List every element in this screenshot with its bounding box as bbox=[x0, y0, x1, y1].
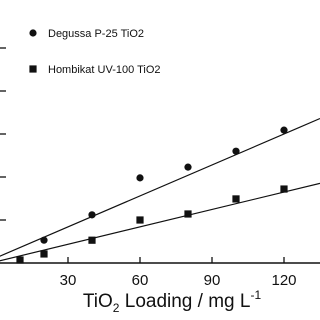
point bbox=[40, 250, 48, 258]
legend-marker bbox=[29, 29, 37, 37]
x-tick-label: 120 bbox=[271, 272, 296, 289]
point bbox=[232, 195, 240, 203]
x-tick-label: 60 bbox=[132, 272, 149, 289]
point bbox=[184, 210, 192, 218]
point bbox=[184, 163, 192, 171]
point bbox=[40, 236, 48, 244]
point bbox=[88, 236, 96, 244]
point bbox=[136, 216, 144, 224]
point bbox=[232, 147, 240, 155]
legend-label: Hombikat UV-100 TiO2 bbox=[48, 64, 161, 76]
fit-line bbox=[0, 182, 320, 262]
x-axis-label: TiO2 Loading / mg L-1 bbox=[83, 288, 262, 315]
point bbox=[280, 185, 288, 193]
point bbox=[16, 256, 24, 264]
legend-label: Degussa P-25 TiO2 bbox=[48, 28, 144, 40]
x-tick-label: 90 bbox=[204, 272, 221, 289]
point bbox=[88, 211, 96, 219]
x-tick-label: 30 bbox=[60, 272, 77, 289]
point bbox=[136, 174, 144, 182]
fit-line bbox=[0, 117, 320, 257]
legend-marker bbox=[29, 65, 37, 73]
point bbox=[280, 126, 288, 134]
